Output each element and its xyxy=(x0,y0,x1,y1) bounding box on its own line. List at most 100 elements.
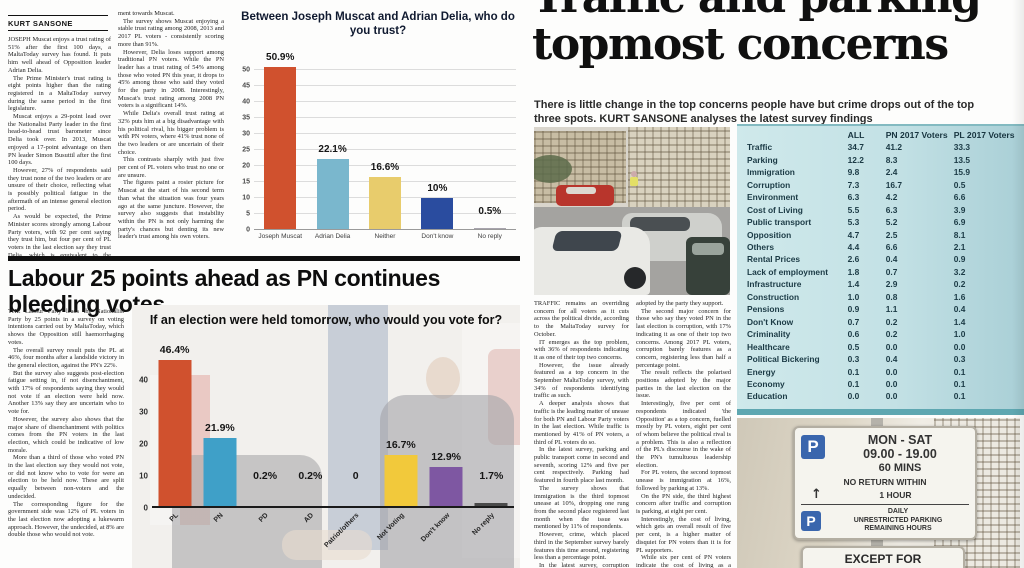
table-cell: Public transport xyxy=(747,217,812,228)
sign-except-for: EXCEPT FOR xyxy=(844,552,922,566)
silver-car-window xyxy=(630,217,690,231)
y-axis-tick: 10 xyxy=(139,471,148,481)
table-cell: 0.0 xyxy=(885,341,898,352)
gridline xyxy=(254,101,516,102)
table-row: Pensions 0.9 1.1 0.4 xyxy=(747,303,1019,315)
table-cell: Parking xyxy=(747,154,778,165)
gridline xyxy=(254,85,516,86)
sign-remaining: REMAINING HOURS xyxy=(864,525,932,532)
table-header-cell xyxy=(747,129,848,141)
bar-slot: 16.7% Not Voting xyxy=(376,348,423,542)
byline: KURT SANSONE xyxy=(8,15,108,31)
article3-column2: adopted by the party they support. The se… xyxy=(636,300,731,568)
paragraph: Interestingly, the cost of living, which… xyxy=(636,515,731,554)
table-row: Parking 12.2 8.3 13.5 xyxy=(747,154,1019,166)
leader-head-right xyxy=(426,357,460,399)
table-row: Infrastructure 1.4 2.9 0.2 xyxy=(747,278,1019,290)
y-axis-tick: 30 xyxy=(139,407,148,417)
bar-category-label: No reply xyxy=(477,233,502,240)
trust-chart-title: Between Joseph Muscat and Adrian Delia, … xyxy=(241,11,515,37)
table-cell: 0.3 xyxy=(953,354,966,365)
y-axis-tick: 50 xyxy=(242,66,250,74)
paragraph: However, crime, which placed third in th… xyxy=(534,531,629,562)
table-cell: 0.0 xyxy=(885,391,898,402)
table-cell: 1.8 xyxy=(847,266,860,277)
table-cell: 1.1 xyxy=(885,304,898,315)
bar xyxy=(264,67,297,230)
y-axis-tick: 40 xyxy=(242,98,250,106)
table-row: Don't Know 0.7 0.2 1.4 xyxy=(747,316,1019,328)
trust-chart: Between Joseph Muscat and Adrian Delia, … xyxy=(236,4,520,256)
bar xyxy=(421,198,454,230)
table-cell: Education xyxy=(747,391,788,402)
table-cell: Political Bickering xyxy=(747,354,820,365)
table-row: Political Bickering 0.3 0.4 0.3 xyxy=(747,353,1019,365)
table-cell: 4.4 xyxy=(847,242,860,253)
paragraph: However, the issue already featured as a… xyxy=(534,361,629,400)
table-cell: 6.6 xyxy=(953,192,966,203)
up-arrow-icon: ↑ xyxy=(811,487,822,502)
table-cell: Lack of employment xyxy=(747,266,828,277)
right-page-headline: Traffic and parking topmost concerns xyxy=(532,0,1012,68)
bar-slot: 46.4% PL xyxy=(152,344,197,523)
table-row: Criminality 0.6 0.2 1.0 xyxy=(747,328,1019,340)
table-row: Construction 1.0 0.8 1.6 xyxy=(747,291,1019,303)
parking-sign-photo: P MON - SAT 09.00 - 19.00 60 MINS NO RET… xyxy=(737,418,1020,568)
table-cell: 0.0 xyxy=(885,379,898,390)
table-cell: 16.7 xyxy=(885,179,903,190)
concerns-table: ALL PN 2017 Voters PL 2017 Voters Traffic 34… xyxy=(737,124,1024,415)
table-row: Public transport 5.3 5.2 6.9 xyxy=(747,216,1019,228)
bar-slot: 22.1% Adrian Delia xyxy=(306,70,358,240)
white-car-windshield xyxy=(551,231,623,251)
election-chart-plot: 0 10 20 30 40 46.4% PL 21.9% PN 0.2% PD 0.2% AD 0 Patr… xyxy=(139,344,514,549)
handshake xyxy=(282,530,372,560)
bar-slot: 21.9% PN xyxy=(197,348,242,524)
except-for-sign: EXCEPT FOR xyxy=(801,546,965,568)
table-cell: 0.1 xyxy=(953,391,966,402)
bar-value-label: 0 xyxy=(352,470,359,482)
table-cell: 5.5 xyxy=(847,204,860,215)
table-cell: 9.8 xyxy=(847,167,860,178)
table-row: Others 4.4 6.6 2.1 xyxy=(747,241,1019,253)
sign-unrestricted: UNRESTRICTED PARKING xyxy=(853,516,943,524)
table-cell: 1.6 xyxy=(953,291,966,302)
table-cell: 2.9 xyxy=(885,279,898,290)
bar-value-label: 22.1% xyxy=(318,144,347,156)
y-axis-tick: 0 xyxy=(246,226,250,234)
table-cell: 0.8 xyxy=(885,291,898,302)
table-cell: 0.6 xyxy=(847,329,860,340)
table-cell: Don't Know xyxy=(747,316,794,327)
table-cell: Pensions xyxy=(747,304,785,315)
paragraph: The Prime Minister's trust rating is eig… xyxy=(8,74,111,113)
y-axis-tick: 40 xyxy=(139,375,148,385)
x-axis xyxy=(254,229,516,230)
bar xyxy=(203,437,237,508)
headline-line1: Traffic and parking xyxy=(532,0,1012,21)
bar-value-label: 16.7% xyxy=(385,438,416,451)
table-row: Environment 6.3 4.2 6.6 xyxy=(747,191,1019,203)
table-cell: 1.0 xyxy=(847,291,860,302)
table-cell: 2.4 xyxy=(885,167,898,178)
y-axis-tick: 5 xyxy=(246,210,250,218)
table-header-cell: PN 2017 Voters xyxy=(885,130,948,140)
table-cell: 13.5 xyxy=(953,154,971,165)
table-cell: 5.3 xyxy=(847,217,860,228)
election-chart-title: If an election were held tomorrow, who w… xyxy=(149,313,503,327)
table-cell: 33.3 xyxy=(953,142,971,153)
paragraph: However, Delia loses support among tradi… xyxy=(118,48,224,110)
paragraph: The corresponding figure for the governm… xyxy=(8,500,124,539)
table-row: Cost of Living 5.5 6.3 3.9 xyxy=(747,204,1019,216)
dark-green-car xyxy=(686,237,730,295)
paragraph: The second major concern for those who s… xyxy=(636,307,731,369)
bar-value-label: 16.6% xyxy=(370,161,400,173)
paragraph: THE Labour Party leads the Nationalist P… xyxy=(8,308,124,346)
table-cell: 0.5 xyxy=(847,341,860,352)
bar-category-label: Don't know xyxy=(421,233,454,240)
table-cell: 0.1 xyxy=(847,379,860,390)
table-header-cell: ALL xyxy=(847,130,865,140)
bar-category-label: Adrian Delia xyxy=(314,233,351,240)
table-cell: 0.7 xyxy=(885,266,898,277)
table-row: Economy 0.1 0.0 0.1 xyxy=(747,378,1019,390)
table-cell: 1.4 xyxy=(953,316,966,327)
paragraph: As would be expected, the Prime Minister… xyxy=(8,213,111,257)
